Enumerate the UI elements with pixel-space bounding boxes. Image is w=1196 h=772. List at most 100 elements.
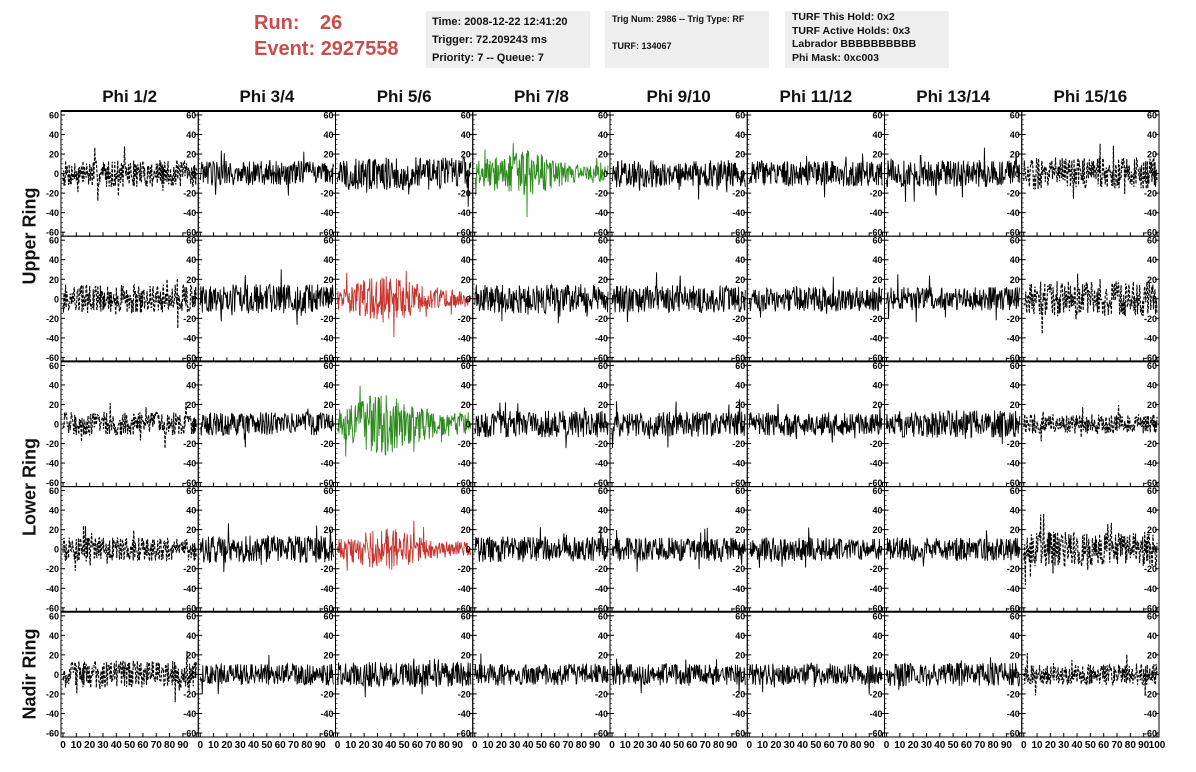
- y-tick-label: 40: [1147, 506, 1157, 516]
- y-tick-label: -20: [1007, 314, 1020, 324]
- y-tick-label: -60: [869, 478, 882, 488]
- waveform-trace: [474, 527, 609, 562]
- y-tick-label: -60: [595, 353, 608, 363]
- y-tick-label: -20: [320, 439, 333, 449]
- x-tick-label: 60: [686, 740, 698, 751]
- y-tick-label: 0: [1152, 420, 1157, 430]
- y-tick-label: -40: [183, 333, 196, 343]
- x-tick-label: 90: [864, 740, 876, 751]
- x-tick-label: 40: [522, 740, 534, 751]
- run-event-label: Run: 26 Event: 2927558: [254, 10, 399, 62]
- y-tick-label: -60: [1144, 353, 1157, 363]
- y-tick-label: -20: [458, 189, 471, 199]
- y-tick-label: -40: [458, 709, 471, 719]
- y-tick-label: 60: [1147, 361, 1157, 371]
- x-tick-label: 0: [609, 740, 615, 751]
- y-tick-label: -40: [320, 709, 333, 719]
- y-tick-label: 0: [1152, 545, 1157, 555]
- y-tick-label: 20: [872, 275, 882, 285]
- y-tick-label: 20: [1147, 275, 1157, 285]
- x-tick-label: 10: [345, 740, 357, 751]
- waveform-trace: [611, 527, 746, 572]
- y-tick-label: -60: [732, 603, 745, 613]
- y-tick-label: 40: [49, 130, 59, 140]
- y-tick-label: -20: [732, 439, 745, 449]
- x-tick-label: 20: [359, 740, 371, 751]
- y-tick-label: 0: [191, 169, 196, 179]
- y-tick-label: 60: [598, 361, 608, 371]
- y-tick-label: -60: [46, 603, 59, 613]
- y-tick-label: -40: [320, 459, 333, 469]
- y-tick-label: 20: [598, 525, 608, 535]
- waveform-trace: [611, 272, 746, 323]
- y-tick-label: 40: [323, 506, 333, 516]
- y-tick-label: -20: [1144, 439, 1157, 449]
- y-tick-label: 20: [735, 400, 745, 410]
- waveform-trace: [1023, 513, 1158, 585]
- y-tick-label: -40: [869, 584, 882, 594]
- waveform-trace: [62, 650, 197, 703]
- y-tick-label: 60: [49, 486, 59, 496]
- y-tick-label: -60: [732, 228, 745, 238]
- y-tick-label: 20: [1010, 525, 1020, 535]
- y-tick-label: 0: [328, 545, 333, 555]
- x-tick-label: 30: [235, 740, 247, 751]
- y-tick-label: 0: [1152, 294, 1157, 304]
- y-tick-label: -20: [183, 314, 196, 324]
- y-tick-label: 40: [461, 631, 471, 641]
- y-tick-label: -40: [320, 333, 333, 343]
- y-tick-label: -20: [732, 314, 745, 324]
- y-tick-label: -60: [183, 353, 196, 363]
- y-tick-label: -20: [1007, 689, 1020, 699]
- y-tick-label: -60: [732, 478, 745, 488]
- y-tick-label: 60: [872, 111, 882, 121]
- y-tick-label: 0: [877, 545, 882, 555]
- y-tick-label: 0: [877, 169, 882, 179]
- y-tick-label: -20: [869, 439, 882, 449]
- y-tick-label: 40: [461, 380, 471, 390]
- y-tick-label: -20: [46, 439, 59, 449]
- waveform-trace: [611, 160, 746, 200]
- y-tick-label: -60: [869, 603, 882, 613]
- y-tick-label: -20: [595, 564, 608, 574]
- x-tick-label: 90: [452, 740, 464, 751]
- y-tick-label: -60: [320, 353, 333, 363]
- y-tick-label: 0: [466, 294, 471, 304]
- y-tick-label: 40: [1010, 130, 1020, 140]
- y-tick-label: -20: [595, 439, 608, 449]
- waveform-trace: [1023, 404, 1158, 442]
- y-tick-label: 20: [461, 400, 471, 410]
- x-tick-label: 20: [221, 740, 233, 751]
- y-tick-label: 20: [49, 525, 59, 535]
- y-tick-label: 60: [735, 611, 745, 621]
- y-tick-label: 40: [1010, 380, 1020, 390]
- y-tick-label: 60: [735, 236, 745, 246]
- y-tick-label: -20: [458, 689, 471, 699]
- y-tick-label: 0: [1015, 420, 1020, 430]
- x-tick-label: 20: [633, 740, 645, 751]
- y-tick-label: -40: [458, 208, 471, 218]
- y-tick-label: -20: [595, 314, 608, 324]
- y-tick-label: -60: [46, 478, 59, 488]
- y-tick-label: -40: [869, 459, 882, 469]
- y-tick-label: -40: [1007, 584, 1020, 594]
- waveform-trace: [886, 147, 1021, 203]
- y-tick-label: 0: [603, 545, 608, 555]
- x-tick-label: 10: [757, 740, 769, 751]
- y-tick-label: -40: [320, 584, 333, 594]
- y-tick-label: 40: [735, 380, 745, 390]
- waveform-trace: [748, 403, 883, 443]
- y-tick-label: 40: [1147, 130, 1157, 140]
- y-tick-label: 0: [191, 670, 196, 680]
- run-value: 26: [320, 12, 343, 34]
- x-tick-label: 40: [1071, 740, 1083, 751]
- y-tick-label: -40: [320, 208, 333, 218]
- x-tick-label: 50: [536, 740, 548, 751]
- x-tick-label: 0: [335, 740, 341, 751]
- y-tick-label: 40: [872, 255, 882, 265]
- y-tick-label: 40: [872, 130, 882, 140]
- waveform-trace: [886, 530, 1021, 567]
- y-tick-label: 40: [49, 255, 59, 265]
- y-tick-label: 0: [1015, 545, 1020, 555]
- x-tick-label: 70: [700, 740, 712, 751]
